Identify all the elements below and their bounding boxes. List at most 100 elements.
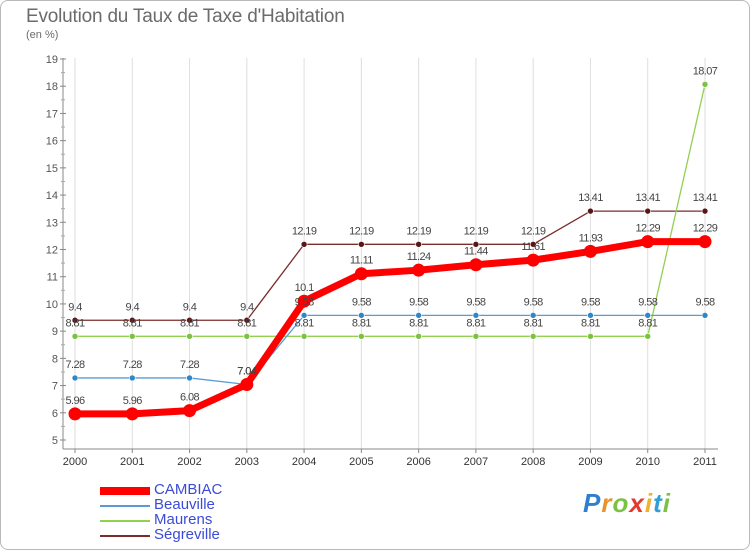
data-point-cambiac: [698, 235, 712, 249]
x-tick-label: 2008: [521, 456, 545, 468]
data-label-cambiac: 11.93: [579, 232, 603, 244]
data-label-maurens: 8.81: [237, 317, 256, 329]
data-point-segreville: [701, 207, 709, 215]
data-label-beauville: 9.58: [524, 296, 543, 308]
x-tick-label: 2002: [177, 456, 201, 468]
data-label-maurens: 8.81: [581, 317, 600, 329]
logo-letter: o: [612, 488, 630, 518]
logo-letter: P: [583, 488, 602, 518]
data-label-segreville: 12.19: [406, 225, 431, 237]
data-point-beauville: [300, 312, 308, 319]
data-label-cambiac: 11.61: [521, 241, 545, 253]
data-point-segreville: [300, 241, 308, 248]
data-label-cambiac: 11.11: [350, 255, 373, 267]
data-point-maurens: [587, 333, 594, 340]
x-tick-label: 2000: [63, 456, 87, 468]
logo-letter: r: [601, 488, 613, 518]
data-label-segreville: 12.19: [349, 225, 374, 237]
legend-label-beauville: Beauville: [154, 496, 215, 513]
y-tick-label: 11: [47, 272, 58, 284]
x-tick-label: 2001: [120, 456, 144, 468]
data-point-beauville: [186, 374, 193, 382]
series-line-segreville: [74, 210, 706, 321]
data-label-beauville: 7.28: [180, 359, 199, 371]
data-label-maurens: 8.81: [638, 317, 657, 329]
data-point-maurens: [186, 333, 193, 340]
y-tick-label: 10: [46, 299, 58, 311]
x-tick-label: 2010: [635, 456, 659, 468]
data-label-segreville: 9.4: [68, 301, 82, 313]
y-tick-label: 19: [46, 54, 58, 66]
data-point-segreville: [529, 241, 537, 248]
data-label-cambiac: 7.04: [237, 365, 256, 377]
data-label-beauville: 9.58: [695, 296, 714, 308]
data-label-maurens: 8.81: [180, 317, 199, 329]
logo-letter: i: [662, 488, 671, 518]
y-tick-label: 14: [46, 190, 58, 202]
data-point-cambiac: [240, 377, 254, 391]
data-label-cambiac: 12.29: [635, 223, 660, 235]
data-point-segreville: [472, 241, 480, 248]
x-tick-label: 2005: [349, 456, 373, 468]
data-label-beauville: 7.04: [237, 365, 256, 377]
logo-letter: x: [629, 488, 645, 518]
data-label-beauville: 9.58: [466, 296, 485, 308]
data-point-beauville: [529, 312, 537, 319]
data-label-beauville: 9.58: [352, 296, 371, 308]
data-point-maurens: [701, 81, 709, 88]
data-label-segreville: 13.41: [635, 192, 660, 204]
data-point-cambiac: [297, 294, 311, 308]
data-point-segreville: [358, 241, 365, 248]
legend-label-cambiac: CAMBIAC: [154, 481, 223, 498]
proxiti-logo: Proxiti: [583, 488, 671, 519]
data-point-segreville: [71, 316, 79, 324]
data-point-segreville: [128, 316, 136, 324]
data-point-maurens: [415, 333, 422, 340]
data-point-maurens: [243, 333, 251, 340]
data-label-segreville: 12.19: [464, 225, 489, 237]
data-label-beauville: 9.58: [581, 296, 600, 308]
series-line-cambiac: [71, 238, 709, 418]
data-point-cambiac: [68, 407, 82, 421]
data-point-maurens: [644, 333, 652, 340]
data-point-cambiac: [354, 267, 368, 281]
legend-swatch-segreville: [100, 535, 150, 537]
x-tick-label: 2003: [235, 456, 259, 468]
data-point-beauville: [472, 312, 480, 319]
data-point-beauville: [644, 312, 652, 319]
data-label-maurens: 8.81: [524, 317, 543, 329]
data-label-cambiac: 5.96: [65, 395, 84, 407]
data-label-segreville: 13.41: [578, 192, 603, 204]
legend-label-maurens: Maurens: [154, 511, 213, 528]
data-point-cambiac: [183, 404, 197, 418]
logo-letter: t: [653, 488, 663, 518]
data-label-segreville: 9.4: [126, 301, 140, 313]
data-label-segreville: 12.19: [521, 225, 546, 237]
data-point-segreville: [186, 316, 193, 324]
chart-unit-label: (en %): [26, 29, 59, 41]
data-label-cambiac: 10.1: [295, 282, 314, 294]
series-line-maurens: [74, 83, 706, 337]
data-point-cambiac: [412, 263, 426, 277]
data-label-beauville: 9.58: [295, 296, 314, 308]
series-line-beauville: [74, 314, 706, 386]
y-tick-label: 17: [46, 108, 58, 120]
chart-title: Evolution du Taux de Taxe d'Habitation: [26, 6, 345, 27]
data-label-beauville: 7.28: [65, 359, 84, 371]
y-tick-label: 6: [52, 408, 58, 420]
data-point-segreville: [415, 241, 422, 248]
data-point-beauville: [71, 374, 79, 382]
y-tick-label: 8: [52, 353, 58, 365]
data-label-maurens: 8.81: [123, 317, 142, 329]
y-tick-label: 13: [46, 217, 58, 229]
data-label-beauville: 9.58: [638, 296, 657, 308]
data-label-segreville: 9.4: [240, 301, 254, 313]
x-tick-label: 2011: [693, 456, 717, 468]
y-tick-label: 9: [52, 326, 58, 338]
logo-letter: i: [644, 488, 654, 518]
data-label-segreville: 13.41: [693, 192, 718, 204]
data-point-beauville: [587, 312, 594, 319]
legend-swatch-cambiac: [100, 487, 150, 495]
legend-label-segreville: Ségreville: [154, 526, 220, 543]
